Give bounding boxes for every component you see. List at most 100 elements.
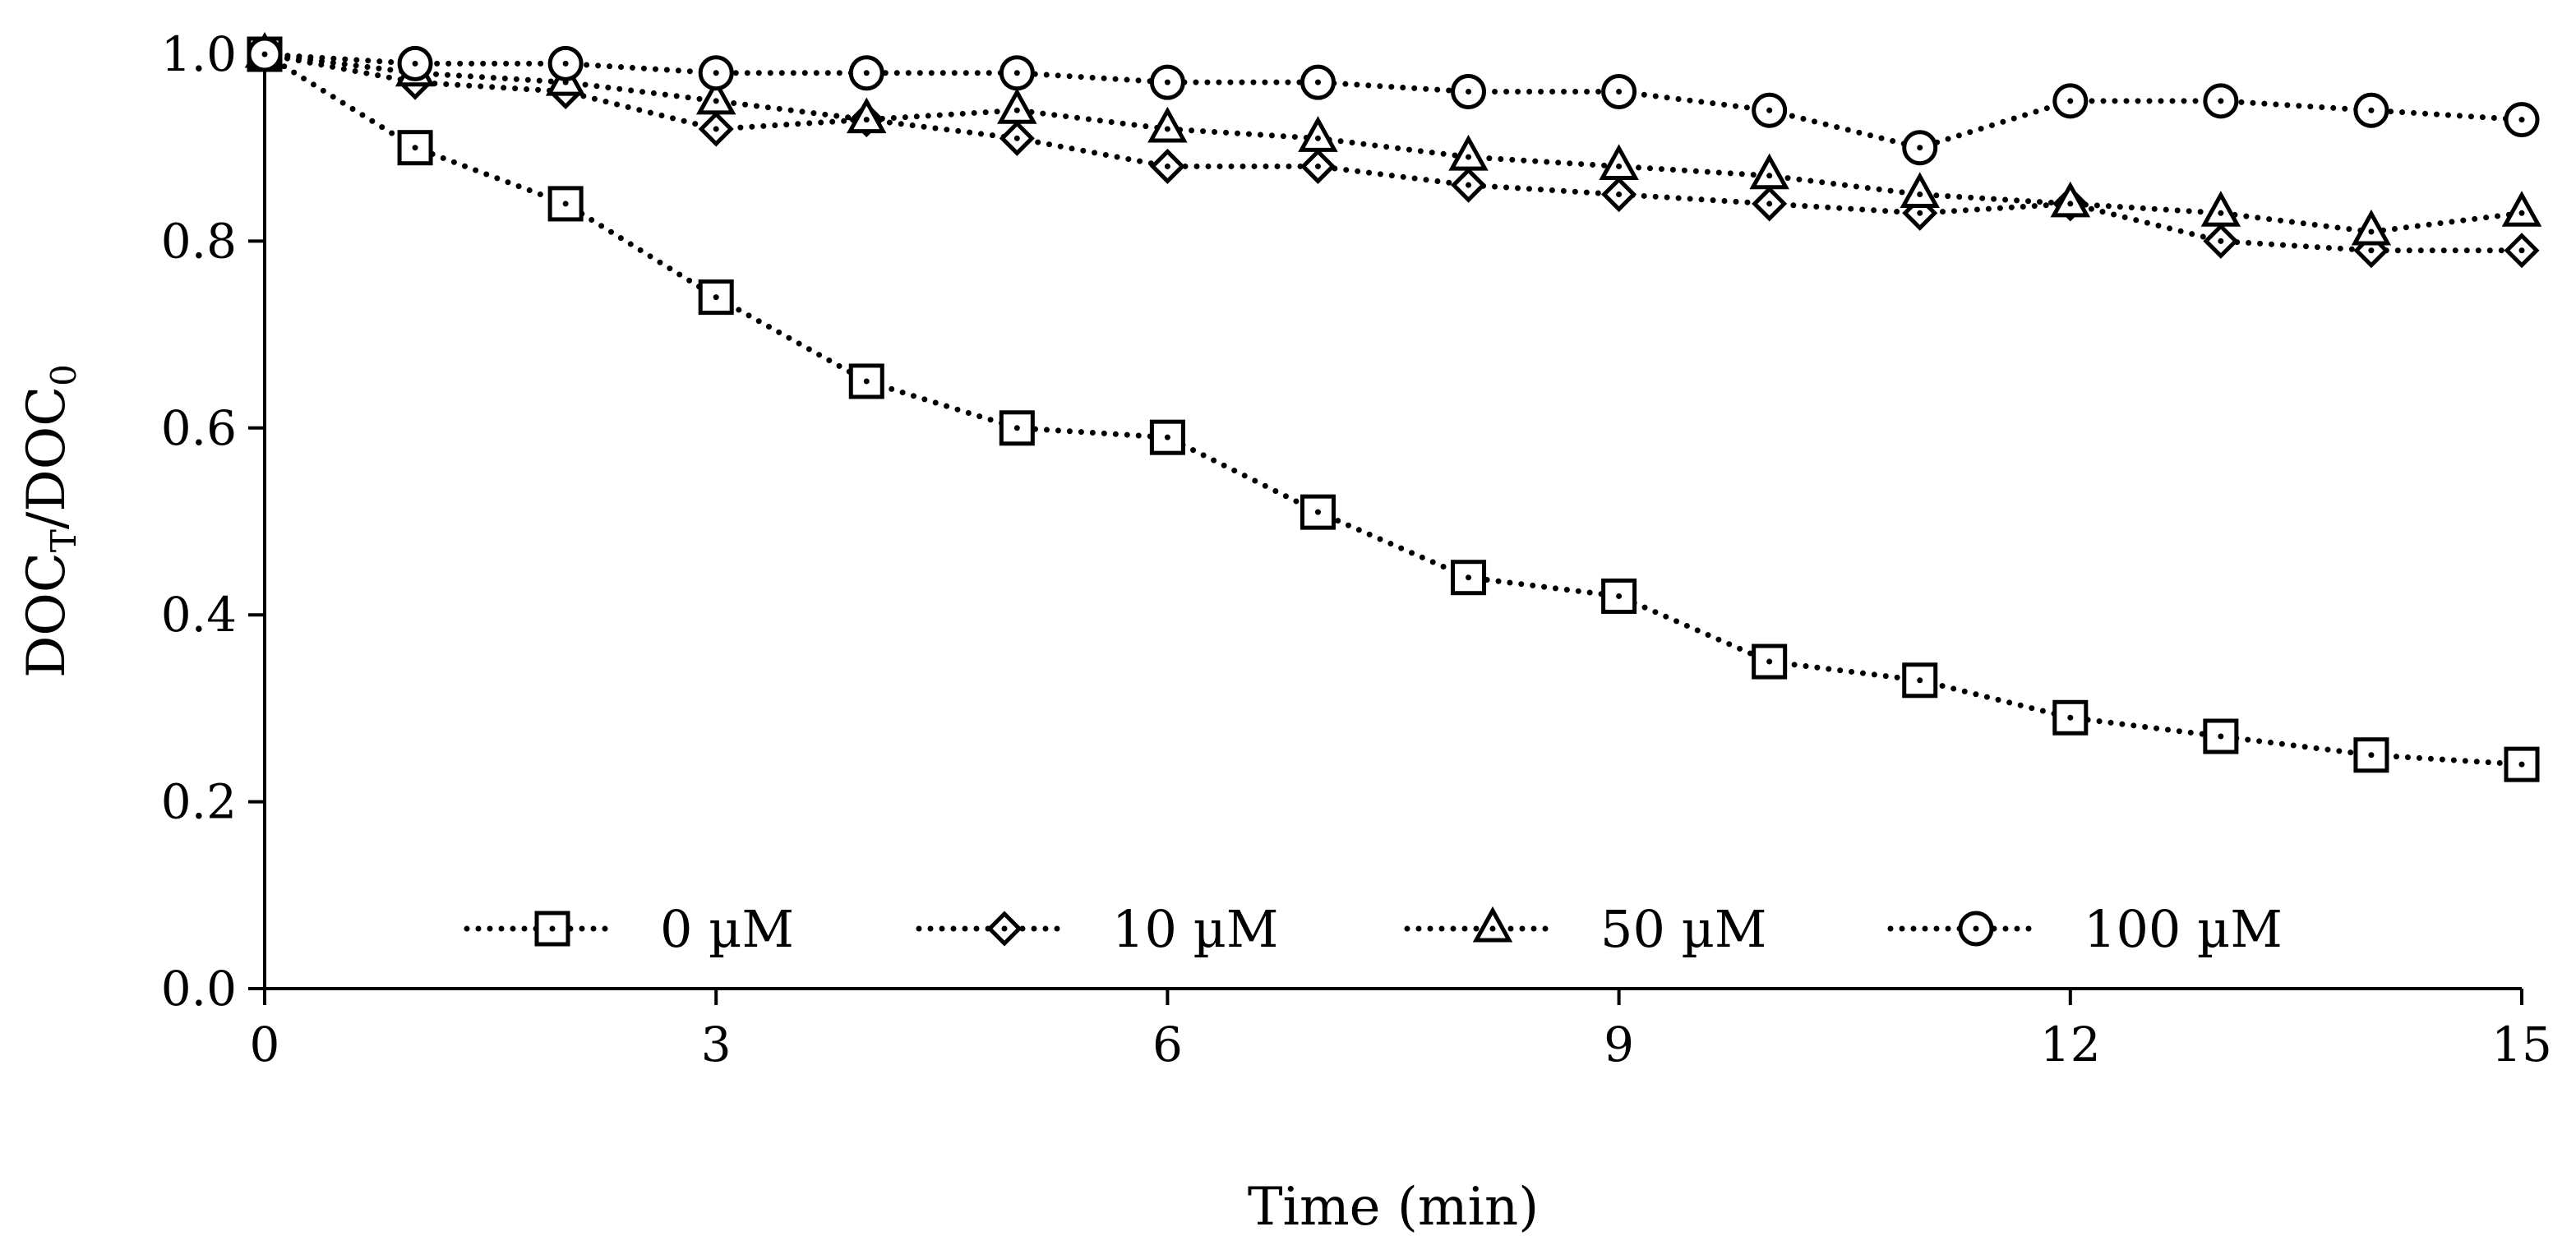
- series-diamond: [247, 36, 2540, 269]
- data-point-triangle-dot: [1466, 154, 1472, 160]
- legend-marker-triangle-dot: [1489, 925, 1496, 932]
- legend-marker-diamond-dot: [1001, 925, 1008, 932]
- series-square: [247, 36, 2540, 782]
- data-point-square-dot: [562, 201, 569, 207]
- y-axis-title-sub1: T: [44, 529, 84, 552]
- data-point-circle-dot: [1314, 79, 1321, 85]
- data-point-circle-dot: [1466, 88, 1472, 95]
- data-point-square-dot: [2368, 752, 2375, 759]
- data-point-triangle-dot: [1766, 173, 1773, 179]
- data-point-triangle-dot: [2218, 210, 2224, 216]
- data-point-triangle-dot: [1013, 107, 1020, 113]
- legend-item: 50 µM: [1404, 899, 1766, 959]
- y-axis-title-base: DOC: [16, 552, 77, 678]
- data-point-circle-dot: [2067, 98, 2074, 104]
- data-point-triangle: [2351, 209, 2392, 246]
- data-point-circle-dot: [562, 60, 569, 67]
- data-point-diamond-dot: [1766, 201, 1773, 207]
- data-point-diamond-dot: [1164, 163, 1170, 169]
- legend-marker-triangle: [1472, 906, 1513, 943]
- data-point-diamond-dot: [1013, 135, 1020, 141]
- data-point-square-dot: [1466, 574, 1472, 581]
- y-axis-ticks: 0.0 0.2 0.4 0.6 0.8 1.0: [161, 26, 265, 1017]
- data-point-triangle-dot: [2368, 228, 2375, 235]
- legend-marker-square: [534, 911, 570, 947]
- data-point-square-dot: [412, 145, 418, 151]
- x-tick-label: 0: [250, 1017, 280, 1072]
- legend-item: 100 µM: [1887, 899, 2283, 959]
- data-point-circle-dot: [1013, 70, 1020, 76]
- data-point-square: [397, 130, 433, 166]
- data-point-circle-dot: [2218, 98, 2224, 104]
- data-point-diamond-dot: [2218, 238, 2224, 244]
- series-triangle: [244, 31, 2542, 246]
- data-point-circle-dot: [1616, 88, 1623, 95]
- data-point-square-dot: [713, 294, 719, 301]
- y-axis-title: DOCT/DOC0: [16, 364, 84, 678]
- data-point-triangle: [2200, 191, 2241, 227]
- data-point-circle-dot: [1917, 145, 1923, 151]
- legend-label: 0 µM: [660, 899, 794, 959]
- series-line: [261, 51, 2525, 151]
- data-point-circle-dot: [2368, 107, 2375, 113]
- data-point-circle-dot: [1164, 79, 1170, 85]
- data-point-square: [698, 279, 734, 316]
- series-line: [261, 51, 2525, 254]
- data-point-diamond-dot: [1466, 182, 1472, 188]
- y-tick-label: 0.8: [161, 213, 237, 269]
- data-point-square-dot: [1013, 425, 1020, 431]
- data-point-square: [2052, 699, 2089, 736]
- data-point-diamond-dot: [1314, 163, 1321, 169]
- data-point-square-dot: [1616, 593, 1623, 599]
- series-circle: [247, 36, 2540, 166]
- y-tick-label: 0.0: [161, 961, 237, 1017]
- x-tick-label: 15: [2491, 1017, 2552, 1072]
- data-point-triangle-dot: [1164, 126, 1170, 132]
- series-line: [261, 51, 2525, 235]
- data-point-triangle-dot: [1314, 135, 1321, 141]
- data-point-square-dot: [2067, 714, 2074, 721]
- data-point-square-dot: [1164, 434, 1170, 440]
- data-point-diamond-dot: [1616, 191, 1623, 198]
- legend-label: 50 µM: [1600, 899, 1766, 959]
- data-point-circle-dot: [1766, 107, 1773, 113]
- legend-marker-square-dot: [549, 925, 556, 932]
- x-tick-label: 12: [2040, 1017, 2101, 1072]
- data-point-square-dot: [863, 378, 870, 385]
- legend-marker-circle-dot: [1973, 925, 1979, 932]
- data-point-circle-dot: [261, 51, 268, 58]
- data-point-triangle-dot: [863, 117, 870, 123]
- data-point-triangle: [1298, 116, 1338, 152]
- data-point-triangle: [997, 88, 1037, 124]
- data-point-triangle-dot: [2067, 201, 2074, 207]
- legend: 0 µM 10 µM 50 µM 100 µM: [464, 899, 2283, 959]
- data-point-diamond-dot: [713, 126, 719, 132]
- y-tick-label: 1.0: [161, 26, 237, 82]
- x-tick-label: 3: [701, 1017, 732, 1072]
- data-point-square-dot: [1766, 658, 1773, 665]
- data-point-circle-dot: [412, 60, 418, 67]
- series-line: [261, 51, 2525, 768]
- legend-item: 10 µM: [916, 899, 1278, 959]
- y-axis-title-sep: /DOC: [16, 386, 77, 529]
- y-axis-title-sub2: 0: [44, 364, 84, 386]
- legend-label: 10 µM: [1112, 899, 1278, 959]
- data-point-diamond-dot: [1917, 210, 1923, 216]
- data-point-triangle: [2050, 181, 2091, 218]
- data-point-triangle: [1599, 144, 1639, 180]
- data-point-triangle: [1900, 172, 1940, 209]
- data-point-triangle: [1147, 106, 1188, 143]
- y-tick-label: 0.6: [161, 400, 237, 456]
- data-point-triangle-dot: [2518, 210, 2525, 216]
- x-axis-title: Time (min): [1248, 1177, 1539, 1238]
- data-point-triangle-dot: [1917, 191, 1923, 198]
- legend-item: 0 µM: [464, 899, 794, 959]
- data-point-triangle: [1749, 153, 1789, 190]
- data-point-circle-dot: [863, 70, 870, 76]
- data-point-triangle-dot: [713, 98, 719, 104]
- data-point-circle-dot: [2518, 117, 2525, 123]
- data-point-square-dot: [1314, 509, 1321, 515]
- data-point-triangle: [1448, 134, 1489, 171]
- y-tick-label: 0.4: [161, 587, 237, 643]
